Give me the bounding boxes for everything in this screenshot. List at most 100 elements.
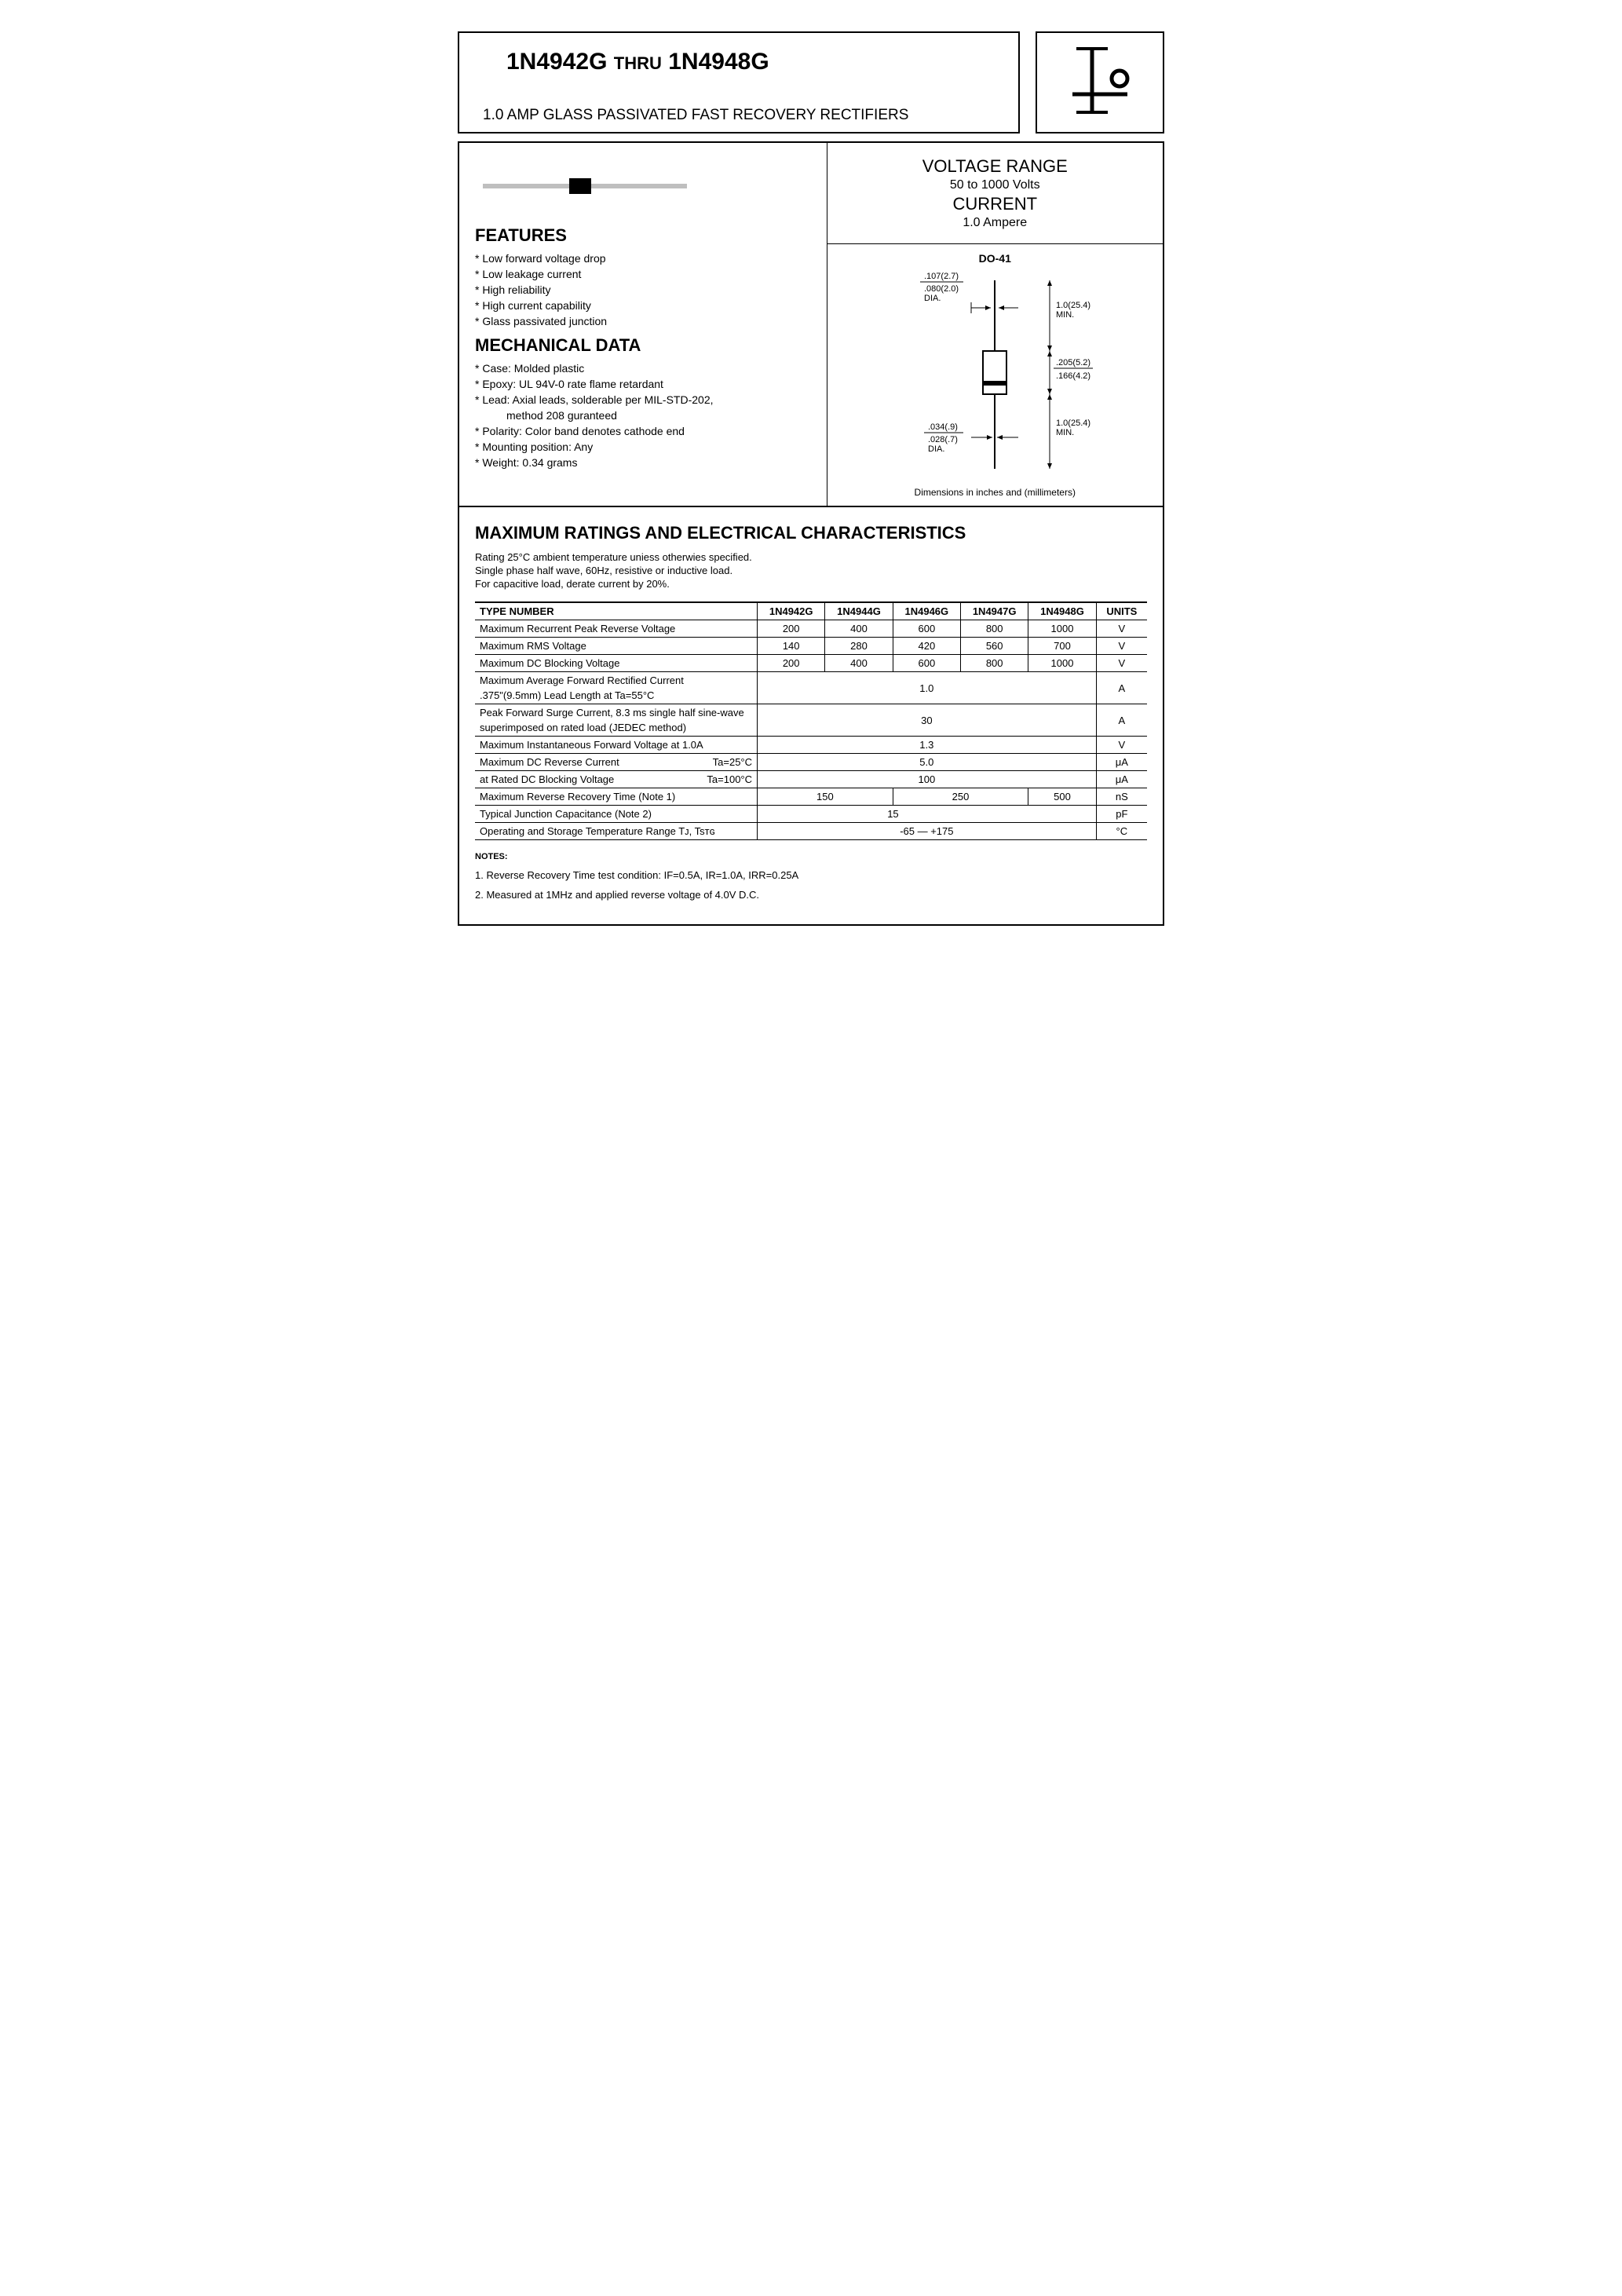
val-cell: 5.0 [758,754,1097,771]
datasheet-page: 1N4942G THRU 1N4948G 1.0 AMP GLASS PASSI… [458,31,1164,926]
col-3: 1N4946G [893,602,960,620]
empty-cell [1028,806,1096,823]
voltage-range-title: VOLTAGE RANGE [835,156,1156,177]
col-1: 1N4942G [758,602,825,620]
feature-item: * High reliability [475,283,811,296]
col-4: 1N4947G [961,602,1028,620]
val-cell: 1000 [1028,655,1096,672]
current-value: 1.0 Ampere [835,216,1156,230]
table-row: Maximum RMS Voltage140280420560700V [475,638,1147,655]
col-2: 1N4944G [825,602,893,620]
units-header: UNITS [1096,602,1147,620]
unit-cell: V [1096,638,1147,655]
lead-dia-min: .080(2.0) [924,284,959,294]
val-cell: 15 [758,806,1028,823]
mechanical-item: * Weight: 0.34 grams [475,456,811,469]
param-cell: Maximum DC Blocking Voltage [475,655,758,672]
param-cell: Maximum Instantaneous Forward Voltage at… [475,737,758,754]
mechanical-heading: MECHANICAL DATA [475,335,811,356]
note-1: 1. Reverse Recovery Time test condition:… [475,869,1147,881]
mechanical-item: * Epoxy: UL 94V-0 rate flame retardant [475,378,811,390]
unit-cell: °C [1096,823,1147,840]
current-title: CURRENT [835,194,1156,214]
body-len-max: .205(5.2) [1056,358,1090,367]
package-svg: .107(2.7) .080(2.0) DIA. 1.0(25.4) MIN. … [877,265,1112,484]
lead-len-2: 1.0(25.4) [1056,419,1090,428]
param-cell: Maximum RMS Voltage [475,638,758,655]
dc-reverse-row-2: at Rated DC Blocking VoltageTa=100°C 100… [475,771,1147,788]
package-drawing: DO-41 [827,243,1164,506]
dia-label-1: DIA. [924,294,941,303]
mechanical-item: * Case: Molded plastic [475,362,811,375]
feature-item: * Low forward voltage drop [475,252,811,265]
param-cell: Operating and Storage Temperature Range … [475,823,758,840]
table-row: Peak Forward Surge Current, 8.3 ms singl… [475,704,1147,737]
param-cell: Typical Junction Capacitance (Note 2) [475,806,758,823]
table-row: Maximum Recurrent Peak Reverse Voltage20… [475,620,1147,638]
param-cell: Maximum Reverse Recovery Time (Note 1) [475,788,758,806]
val-cell: 420 [893,638,960,655]
content-box: FEATURES * Low forward voltage drop* Low… [458,141,1164,507]
val-cell: 140 [758,638,825,655]
ratings-table: TYPE NUMBER 1N4942G 1N4944G 1N4946G 1N49… [475,601,1147,840]
val-cell: 800 [961,620,1028,638]
features-list: * Low forward voltage drop * Low leakage … [475,252,811,327]
param-cell: Peak Forward Surge Current, 8.3 ms singl… [475,704,758,737]
max-note-1: Rating 25°C ambient temperature uniess o… [475,551,1147,563]
val-cell: 800 [961,655,1028,672]
val-cell: 1.0 [758,672,1097,704]
body-len-min: .166(4.2) [1056,371,1090,381]
dim-note: Dimensions in inches and (millimeters) [835,487,1156,498]
voltage-range-value: 50 to 1000 Volts [835,178,1156,192]
val-cell: 600 [893,620,960,638]
features-heading: FEATURES [475,225,811,246]
temp-row: Operating and Storage Temperature Range … [475,823,1147,840]
unit-cell: V [1096,620,1147,638]
title-right: 1N4948G [668,49,769,75]
wire-dia-min: .028(.7) [928,435,958,444]
val-cell: 560 [961,638,1028,655]
val-cell: 600 [893,655,960,672]
header-row: 1N4942G THRU 1N4948G 1.0 AMP GLASS PASSI… [458,31,1164,133]
notes-heading: NOTES: [475,852,1147,861]
feature-item: * Low leakage current [475,268,811,280]
max-note-2: Single phase half wave, 60Hz, resistive … [475,565,1147,576]
unit-cell: A [1096,704,1147,737]
table-header-row: TYPE NUMBER 1N4942G 1N4944G 1N4946G 1N49… [475,602,1147,620]
diode-image [475,174,811,202]
unit-cell: V [1096,737,1147,754]
unit-cell: V [1096,655,1147,672]
main-title: 1N4942G THRU 1N4948G [506,49,995,75]
val-cell: 150 [758,788,893,806]
title-box: 1N4942G THRU 1N4948G 1.0 AMP GLASS PASSI… [458,31,1020,133]
dc-reverse-row-1: Maximum DC Reverse CurrentTa=25°C 5.0 μA [475,754,1147,771]
val-cell: -65 — +175 [758,823,1097,840]
note-2: 2. Measured at 1MHz and applied reverse … [475,889,1147,901]
max-ratings-box: MAXIMUM RATINGS AND ELECTRICAL CHARACTER… [458,507,1164,926]
dia-label-2: DIA. [928,444,944,454]
max-heading: MAXIMUM RATINGS AND ELECTRICAL CHARACTER… [475,523,1147,543]
val-cell: 30 [758,704,1097,737]
table-row: Maximum DC Blocking Voltage2004006008001… [475,655,1147,672]
title-thru: THRU [614,53,662,73]
lead-len-1: 1.0(25.4) [1056,301,1090,310]
val-cell: 400 [825,655,893,672]
lead-dia-max: .107(2.7) [924,272,959,281]
wire-dia-max: .034(.9) [928,422,958,432]
capacitance-row: Typical Junction Capacitance (Note 2) 15… [475,806,1147,823]
param-cell: Maximum Recurrent Peak Reverse Voltage [475,620,758,638]
title-left: 1N4942G [506,49,607,75]
max-note-3: For capacitive load, derate current by 2… [475,578,1147,590]
left-column: FEATURES * Low forward voltage drop* Low… [459,143,827,506]
param-cell: at Rated DC Blocking VoltageTa=100°C [475,771,758,788]
unit-cell: μA [1096,771,1147,788]
param-cell: Maximum DC Reverse CurrentTa=25°C [475,754,758,771]
min-label-2: MIN. [1056,428,1074,437]
right-column: VOLTAGE RANGE 50 to 1000 Volts CURRENT 1… [827,143,1164,506]
val-cell: 1.3 [758,737,1097,754]
mechanical-item: method 208 guranteed [506,409,811,422]
val-cell: 200 [758,655,825,672]
mechanical-item: * Mounting position: Any [475,441,811,453]
mechanical-list: * Case: Molded plastic * Epoxy: UL 94V-0 … [475,362,811,469]
logo-box [1036,31,1164,133]
